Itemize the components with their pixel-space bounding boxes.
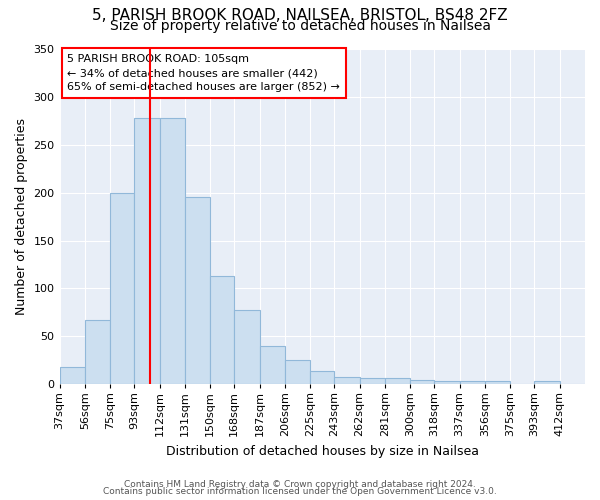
Text: Contains HM Land Registry data © Crown copyright and database right 2024.: Contains HM Land Registry data © Crown c… [124,480,476,489]
Text: Size of property relative to detached houses in Nailsea: Size of property relative to detached ho… [110,19,491,33]
Bar [310,371,334,384]
Bar [134,118,160,384]
Bar [359,378,385,384]
Text: 5 PARISH BROOK ROAD: 105sqm
← 34% of detached houses are smaller (442)
65% of se: 5 PARISH BROOK ROAD: 105sqm ← 34% of det… [67,54,340,92]
Y-axis label: Number of detached properties: Number of detached properties [15,118,28,315]
Bar [185,198,210,384]
Bar [334,376,359,384]
Bar [460,382,485,384]
Bar [160,118,185,384]
Bar [110,192,134,384]
Bar [485,382,511,384]
Bar [410,380,434,384]
Text: Contains public sector information licensed under the Open Government Licence v3: Contains public sector information licen… [103,487,497,496]
Text: 5, PARISH BROOK ROAD, NAILSEA, BRISTOL, BS48 2FZ: 5, PARISH BROOK ROAD, NAILSEA, BRISTOL, … [92,8,508,22]
Bar [434,382,460,384]
Bar [234,310,260,384]
Bar [260,346,285,384]
Bar [210,276,234,384]
Bar [385,378,410,384]
Bar [285,360,310,384]
Bar [535,382,560,384]
Bar [85,320,110,384]
Bar [59,367,85,384]
X-axis label: Distribution of detached houses by size in Nailsea: Distribution of detached houses by size … [166,444,479,458]
